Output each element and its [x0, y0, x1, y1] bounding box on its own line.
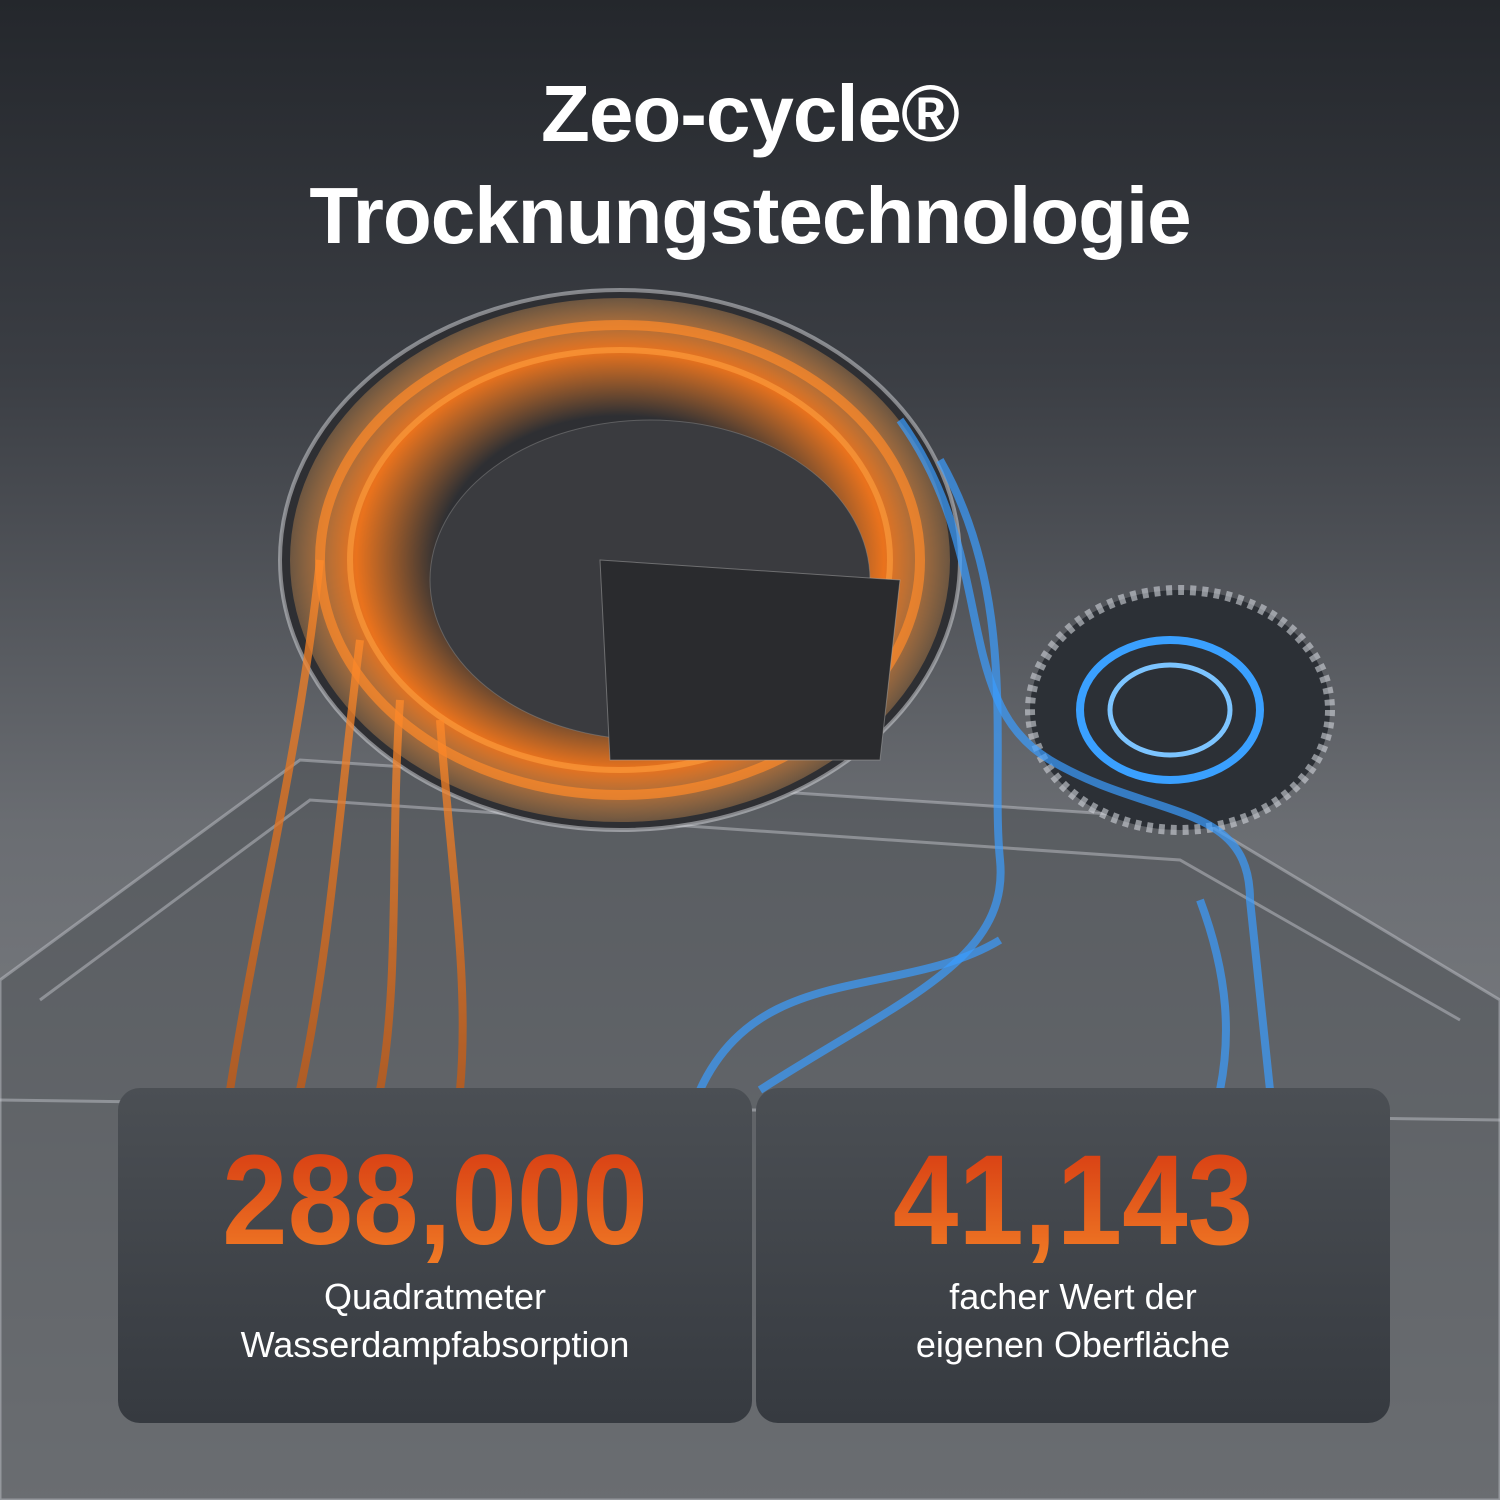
stat-value: 41,143 — [781, 1137, 1364, 1265]
stat-label-line-1: Quadratmeter — [323, 1276, 547, 1317]
stat-card-absorption: 288,000 Quadratmeter Wasserdampfabsorpti… — [118, 1088, 752, 1423]
stat-card-surface-factor: 41,143 facher Wert der eigenen Oberfläch… — [756, 1088, 1390, 1423]
heater-ring — [278, 288, 962, 832]
headline-line-2: Trocknungstechnologie — [309, 171, 1191, 260]
fan-blower — [1025, 585, 1335, 835]
stat-label-line-2: Wasserdampfabsorption — [240, 1324, 630, 1365]
blue-airflow — [696, 417, 1274, 1094]
stat-label-line-1: facher Wert der — [949, 1276, 1197, 1317]
stat-value: 288,000 — [143, 1137, 726, 1265]
headline-line-1: Zeo-cycle® — [540, 69, 960, 158]
stat-label-line-2: eigenen Oberfläche — [915, 1324, 1231, 1365]
orange-airflow — [226, 559, 467, 1091]
